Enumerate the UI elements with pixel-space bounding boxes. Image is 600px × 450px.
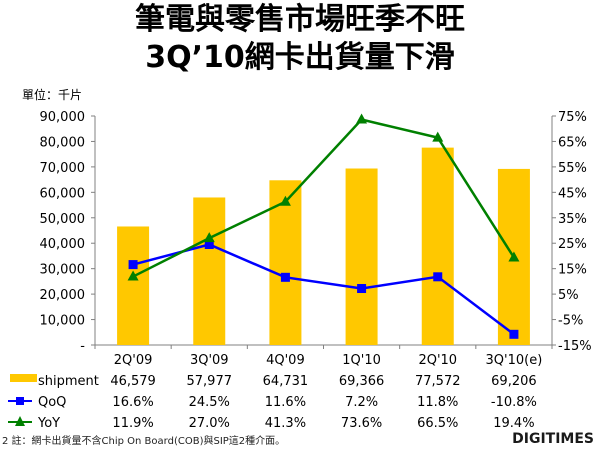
qoq-point	[357, 284, 367, 294]
yoy-point	[508, 251, 520, 262]
x-axis-category-label: 2Q'10	[418, 353, 457, 368]
footnote-text: 註：網卡出貨量不含Chip On Board(COB)與SIP這2種介面。	[11, 436, 286, 447]
qoq-point	[433, 272, 443, 282]
legend-label-qoq: QoQ	[38, 395, 66, 410]
qoq-line	[132, 243, 515, 336]
table-cell-yoy: 11.9%	[112, 416, 153, 431]
right-axis-tick-label: 65%	[558, 135, 587, 150]
right-axis-tick-label: 45%	[558, 186, 587, 201]
shipment-bar	[345, 168, 378, 345]
right-axis-tick-label: 75%	[558, 110, 587, 125]
left-axis-tick-label: 90,000	[40, 110, 86, 125]
right-axis-tick-label: 55%	[558, 161, 587, 176]
table-cell-yoy: 66.5%	[417, 416, 458, 431]
table-cell-qoq: 24.5%	[189, 395, 230, 410]
qoq-point	[128, 260, 138, 270]
legend-key-qoq-marker	[16, 397, 24, 405]
left-axis-tick-label: 20,000	[40, 288, 86, 303]
x-axis-category-label: 3Q'09	[190, 353, 229, 368]
table-cell-shipment: 57,977	[187, 374, 233, 389]
yoy-line	[132, 118, 515, 278]
left-axis-tick-label: -	[80, 339, 85, 354]
legend-key-shipment	[10, 374, 37, 382]
qoq-point	[509, 329, 519, 339]
left-axis-tick-label: 80,000	[40, 135, 86, 150]
table-cell-yoy: 27.0%	[189, 416, 230, 431]
x-axis-category-label: 1Q'10	[342, 353, 381, 368]
digitimes-logo: DIGITIMES	[512, 431, 594, 447]
chart-title-line-1: 筆電與零售市場旺季不旺	[135, 2, 465, 37]
table-cell-qoq: 7.2%	[345, 395, 378, 410]
table-cell-shipment: 69,206	[491, 374, 537, 389]
left-axis-tick-label: 10,000	[40, 314, 86, 329]
x-axis-category-label: 2Q'09	[114, 353, 153, 368]
unit-label: 單位：千片	[22, 88, 83, 102]
chart-title-line-2: 3Q’10網卡出貨量下滑	[145, 40, 455, 75]
right-axis-tick-label: 25%	[558, 237, 587, 252]
table-cell-qoq: 11.8%	[417, 395, 458, 410]
footnote-number: 2	[2, 436, 12, 447]
table-cell-yoy: 19.4%	[493, 416, 534, 431]
left-axis-tick-label: 50,000	[40, 212, 86, 227]
legend-label-yoy: YoY	[37, 416, 60, 431]
legend-key-yoy-marker	[15, 416, 25, 426]
table-cell-shipment: 46,579	[110, 374, 156, 389]
table-cell-qoq: 16.6%	[112, 395, 153, 410]
legend-label-shipment: shipment	[38, 374, 99, 389]
left-axis-tick-label: 60,000	[40, 186, 86, 201]
right-axis-tick-label: 35%	[558, 212, 587, 227]
table-cell-qoq: 11.6%	[265, 395, 306, 410]
qoq-point	[280, 272, 290, 282]
table-cell-yoy: 41.3%	[265, 416, 306, 431]
yoy-point	[279, 195, 291, 206]
right-axis-tick-label: 15%	[558, 263, 587, 278]
qoq-point	[204, 239, 214, 249]
left-axis-tick-label: 70,000	[40, 161, 86, 176]
right-axis-tick-label: 5%	[558, 288, 579, 303]
yoy-point	[127, 270, 139, 281]
right-axis-tick-label: -15%	[558, 339, 592, 354]
table-cell-shipment: 64,731	[263, 374, 309, 389]
x-axis-category-label: 4Q'09	[266, 353, 305, 368]
table-cell-yoy: 73.6%	[341, 416, 382, 431]
shipment-bar	[193, 197, 226, 345]
yoy-point	[203, 232, 215, 243]
table-cell-shipment: 77,572	[415, 374, 461, 389]
x-axis-category-label: 3Q'10(e)	[486, 353, 543, 368]
footnote: 2 註：網卡出貨量不含Chip On Board(COB)與SIP這2種介面。	[2, 432, 285, 447]
yoy-point	[432, 131, 444, 142]
shipment-bar	[421, 147, 454, 345]
right-axis-tick-label: -5%	[558, 314, 583, 329]
table-cell-qoq: -10.8%	[491, 395, 537, 410]
shipment-bar	[117, 226, 150, 345]
left-axis-tick-label: 30,000	[40, 263, 86, 278]
yoy-point	[356, 113, 368, 124]
left-axis-tick-label: 40,000	[40, 237, 86, 252]
table-cell-shipment: 69,366	[339, 374, 385, 389]
